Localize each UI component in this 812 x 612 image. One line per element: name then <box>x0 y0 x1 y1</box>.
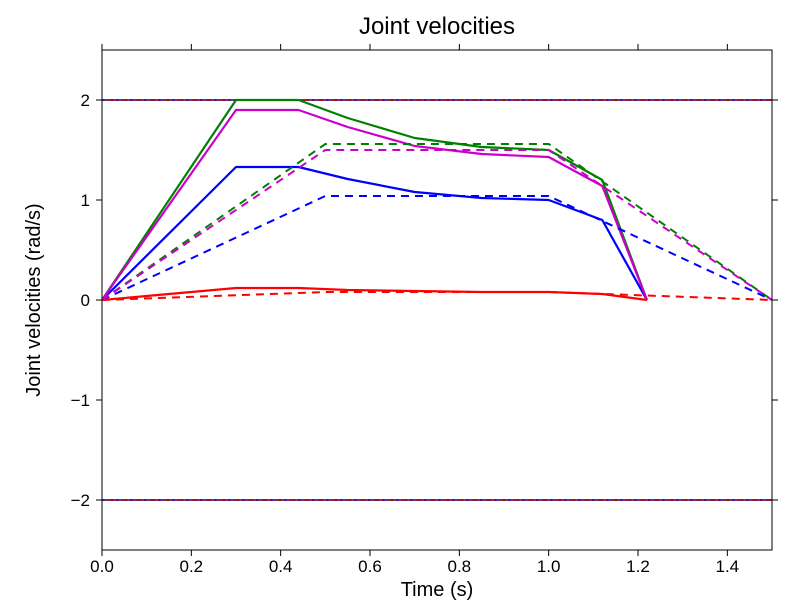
x-axis-label: Time (s) <box>401 579 474 601</box>
xtick-label: 1.2 <box>626 557 650 576</box>
xtick-label: 0.8 <box>448 557 472 576</box>
xtick-label: 0.4 <box>269 557 293 576</box>
ytick-label: −2 <box>71 491 90 510</box>
chart-container: 0.0 0.2 0.4 0.6 0.8 1.0 1.2 1.4 −2 −1 0 1 2 Joint vel… <box>0 0 812 612</box>
xtick-label: 1.0 <box>537 557 561 576</box>
xtick-label: 0.2 <box>180 557 204 576</box>
ytick-label: 1 <box>81 191 90 210</box>
xtick-label: 1.4 <box>716 557 740 576</box>
ytick-label: 0 <box>81 291 90 310</box>
plot-area <box>102 50 772 550</box>
xtick-label: 0.0 <box>90 557 114 576</box>
xtick-label: 0.6 <box>358 557 382 576</box>
y-axis-label: Joint velocities (rad/s) <box>23 203 45 396</box>
ytick-label: −1 <box>71 391 90 410</box>
ytick-label: 2 <box>81 91 90 110</box>
chart-svg: 0.0 0.2 0.4 0.6 0.8 1.0 1.2 1.4 −2 −1 0 1 2 Joint vel… <box>0 0 812 612</box>
chart-title: Joint velocities <box>359 13 515 40</box>
